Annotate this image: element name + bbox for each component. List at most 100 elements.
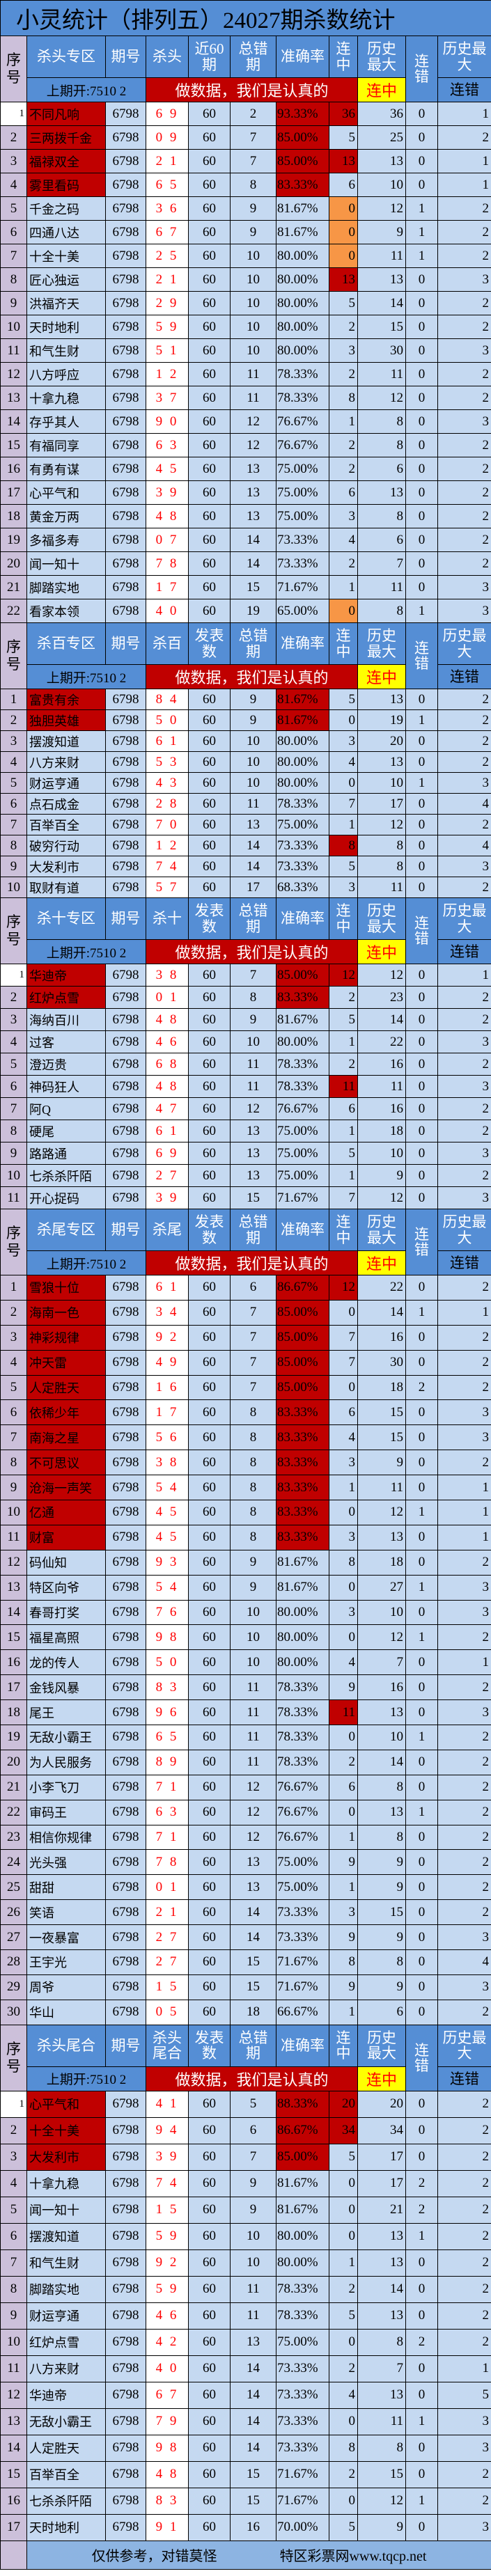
section-subheader-row: 上期开:7510 2 做数据，我们是认真的 连中 连错	[1, 664, 491, 689]
kill-numbers: 7 8	[146, 551, 189, 576]
seq-cell: 3	[0, 1008, 27, 1031]
max-streak: 16	[357, 1324, 406, 1351]
kill-numbers: 2 5	[146, 244, 189, 268]
current-miss: 0	[405, 386, 438, 410]
table-row: 5 闻一知十 6798 1 5 60 9 81.67% 0 21 2 2	[0, 2196, 491, 2224]
expert-name: 十全十美	[26, 2116, 106, 2144]
max-streak: 17	[357, 2169, 406, 2197]
current-streak: 3	[329, 1899, 358, 1926]
kill-numbers: 5 4	[146, 1574, 189, 1601]
max-miss: 3	[437, 2408, 491, 2435]
max-miss: 4	[437, 793, 491, 815]
current-miss: 0	[405, 338, 438, 363]
table-row: 18 黄金万两 6798 4 8 60 13 75.00% 3 8 0 2	[0, 504, 491, 528]
max-miss: 3	[437, 2513, 491, 2541]
seq-cell: 10	[0, 1500, 27, 1525]
max-streak: 16	[357, 1053, 406, 1076]
max-streak: 9	[357, 1974, 406, 2000]
current-streak: 1	[329, 409, 358, 434]
max-miss: 2	[437, 2116, 491, 2144]
seq-cell: 13	[0, 2408, 27, 2435]
table-row: 6 摆渡知道 6798 5 9 60 10 80.00% 0 13 1 2	[0, 2222, 491, 2250]
count-cell: 60	[188, 2513, 231, 2541]
expert-name: 财运亨通	[26, 2302, 106, 2330]
kill-header: 杀百	[146, 622, 189, 665]
current-streak: 2	[329, 2355, 358, 2382]
accuracy-cell: 80.00%	[276, 751, 329, 773]
period-cell: 6798	[105, 1874, 146, 1901]
period-cell: 6798	[105, 1725, 146, 1750]
max-streak: 11	[357, 1475, 406, 1501]
table-row: 10 亿通 6798 4 5 60 8 83.33% 0 12 1 1	[0, 1500, 491, 1525]
count-cell: 60	[188, 1524, 231, 1550]
accuracy-cell: 80.00%	[276, 730, 329, 752]
table-row: 21 脚踏实地 6798 1 7 60 15 71.67% 1 11 0 3	[0, 575, 491, 599]
accuracy-header: 准确率	[276, 2024, 329, 2067]
seq-cell: 4	[0, 2169, 27, 2197]
count-cell: 60	[188, 751, 231, 773]
expert-name: 千金之码	[26, 196, 106, 221]
wrong-count: 9	[230, 2169, 276, 2197]
site-link[interactable]: 特区彩票网www.tqcp.net	[279, 2549, 427, 2565]
seq-cell: 15	[0, 2460, 27, 2488]
max-miss: 1	[437, 2355, 491, 2382]
count-cell: 60	[188, 2487, 231, 2515]
seq-cell: 3	[0, 2143, 27, 2171]
table-row: 2 海南一色 6798 3 4 60 7 85.00% 0 14 1 1	[0, 1299, 491, 1326]
count-cell: 60	[188, 1899, 231, 1926]
seq-cell: 3	[0, 149, 27, 173]
current-streak: 12	[329, 1275, 358, 1301]
max-streak: 22	[357, 1030, 406, 1053]
max-miss: 2	[437, 2460, 491, 2488]
current-miss: 1	[405, 220, 438, 244]
current-miss: 0	[405, 1849, 438, 1876]
max-streak: 12	[357, 1500, 406, 1525]
seq-cell: 20	[0, 551, 27, 576]
current-miss: 0	[405, 856, 438, 877]
accuracy-cell: 81.67%	[276, 2196, 329, 2224]
max-streak-header: 历史最大	[357, 36, 406, 78]
accuracy-cell: 75.00%	[276, 504, 329, 528]
count-cell: 60	[188, 2434, 231, 2462]
count-cell: 60	[188, 173, 231, 197]
kill-numbers: 6 7	[146, 220, 189, 244]
seq-cell: 8	[0, 835, 27, 856]
table-row: 26 笑语 6798 2 1 60 14 73.33% 3 15 0 2	[0, 1899, 491, 1926]
period-cell: 6798	[105, 1649, 146, 1676]
expert-name: 脚踏实地	[26, 2275, 106, 2303]
expert-name: 独胆英雄	[26, 709, 106, 731]
current-streak: 11	[329, 1699, 358, 1726]
expert-name: 人定胜天	[26, 2434, 106, 2462]
max-miss: 1	[437, 149, 491, 173]
current-miss: 1	[405, 1799, 438, 1825]
max-streak: 36	[357, 102, 406, 126]
accuracy-cell: 80.00%	[276, 2222, 329, 2250]
expert-name: 红炉点雪	[26, 986, 106, 1009]
current-miss: 0	[405, 2302, 438, 2330]
expert-name: 无敌小霸王	[26, 2408, 106, 2435]
count-cell: 60	[188, 291, 231, 315]
max-miss: 2	[437, 362, 491, 386]
kill-numbers: 4 0	[146, 599, 189, 623]
current-miss: 0	[405, 291, 438, 315]
accuracy-cell: 78.33%	[276, 1075, 329, 1098]
count-cell: 60	[188, 2460, 231, 2488]
zone-title: 杀百专区	[26, 622, 106, 665]
current-miss: 0	[405, 1053, 438, 1076]
count-cell: 60	[188, 709, 231, 731]
count-cell: 60	[188, 267, 231, 292]
wrong-count: 7	[230, 1349, 276, 1376]
period-cell: 6798	[105, 1349, 146, 1376]
seq-cell: 7	[0, 1097, 27, 1120]
max-miss: 3	[437, 1699, 491, 1726]
accuracy-cell: 83.33%	[276, 1500, 329, 1525]
expert-name: 存乎其人	[26, 409, 106, 434]
seq-cell: 11	[0, 1524, 27, 1550]
period-cell: 6798	[105, 528, 146, 552]
max-miss: 2	[437, 2169, 491, 2197]
accuracy-cell: 80.00%	[276, 315, 329, 339]
accuracy-cell: 78.33%	[276, 1725, 329, 1750]
kill-numbers: 1 2	[146, 362, 189, 386]
current-miss: 0	[405, 2460, 438, 2488]
expert-name: 看家本领	[26, 599, 106, 623]
